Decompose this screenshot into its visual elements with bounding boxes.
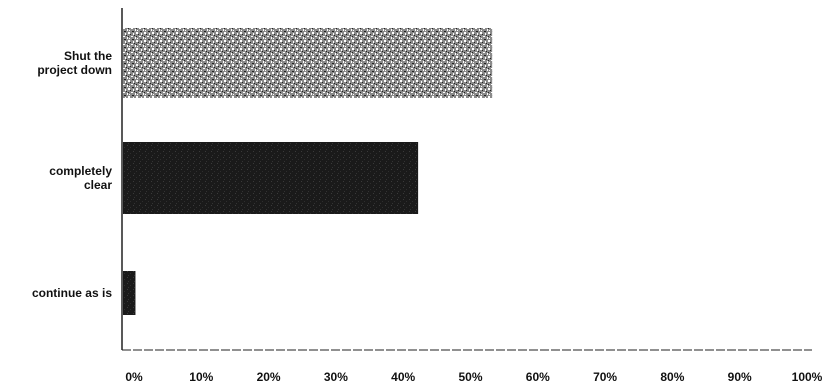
x-tick-labels: 0% 10% 20% 30% 40% 50% 60% 70% 80% 90% 100%	[125, 370, 822, 384]
category-label-2: continue as is	[32, 286, 112, 300]
x-tick-label: 30%	[324, 370, 348, 384]
axes	[121, 8, 812, 351]
category-label-line: continue as is	[32, 286, 112, 300]
x-tick-label: 100%	[792, 370, 823, 384]
bar-1	[123, 142, 419, 214]
x-tick-label: 70%	[593, 370, 617, 384]
category-label-line: completely	[49, 164, 112, 178]
x-tick-label: 20%	[257, 370, 281, 384]
x-tick-label: 90%	[728, 370, 752, 384]
x-tick-label: 40%	[391, 370, 415, 384]
category-labels: Shut the project down completely clear conti…	[32, 49, 112, 300]
category-label-line: clear	[84, 178, 112, 192]
category-label-line: project down	[37, 63, 112, 77]
bar-0	[123, 28, 493, 98]
x-tick-label: 50%	[458, 370, 482, 384]
x-tick-label: 80%	[660, 370, 684, 384]
bar-2	[123, 271, 136, 315]
category-label-line: Shut the	[64, 49, 112, 63]
x-tick-label: 0%	[125, 370, 143, 384]
category-label-0: Shut the project down	[37, 49, 112, 77]
x-tick-label: 10%	[189, 370, 213, 384]
bars-layer	[123, 28, 493, 315]
category-label-1: completely clear	[49, 164, 112, 192]
x-tick-label: 60%	[526, 370, 550, 384]
